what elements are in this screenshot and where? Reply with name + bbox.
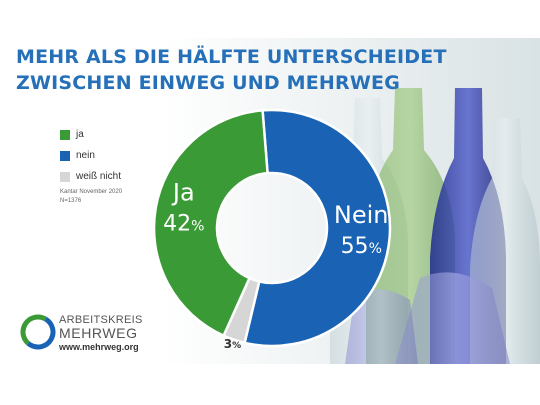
legend-swatch-ja (60, 130, 70, 140)
title-line-1: MEHR ALS DIE HÄLFTE UNTERSCHEIDET (16, 46, 447, 68)
org-name-line-2: MEHRWEG (59, 325, 138, 341)
title-line-2: ZWISCHEN EINWEG UND MEHRWEG (16, 72, 400, 94)
source-line-1: Kantar November 2020 (60, 189, 123, 195)
legend-label-nein: nein (76, 150, 95, 161)
slice-label-nein: Nein (334, 201, 389, 229)
legend-label-weiss-nicht: weiß nicht (76, 171, 122, 182)
legend-swatch-nein (60, 151, 70, 161)
donut-slice-ja (152, 109, 269, 338)
org-name-line-1: ARBEITSKREIS (59, 314, 143, 326)
organization-block: ARBEITSKREIS MEHRWEG www.mehrweg.org (59, 314, 143, 353)
slice-value-nein: 55% (341, 234, 382, 259)
org-website-link[interactable]: www.mehrweg.org (59, 342, 139, 352)
donut-slice-nein (243, 108, 392, 348)
donut-chart: Nein 55% 3% Ja 42% (152, 108, 392, 351)
arbeitskreis-mehrweg-logo (20, 314, 56, 350)
legend-swatch-weiss-nicht (60, 172, 70, 182)
legend-label-ja: ja (76, 129, 84, 140)
source-line-2: N=1376 (60, 198, 82, 204)
chart-title: MEHR ALS DIE HÄLFTE UNTERSCHEIDET ZWISCH… (16, 44, 447, 96)
slice-value-weiss-nicht: 3% (224, 337, 241, 351)
infographic-card: MEHR ALS DIE HÄLFTE UNTERSCHEIDET ZWISCH… (0, 38, 540, 364)
slice-label-ja: Ja (171, 179, 195, 207)
source-note: Kantar November 2020 N=1376 (60, 188, 122, 206)
slice-value-ja: 42% (163, 212, 204, 237)
